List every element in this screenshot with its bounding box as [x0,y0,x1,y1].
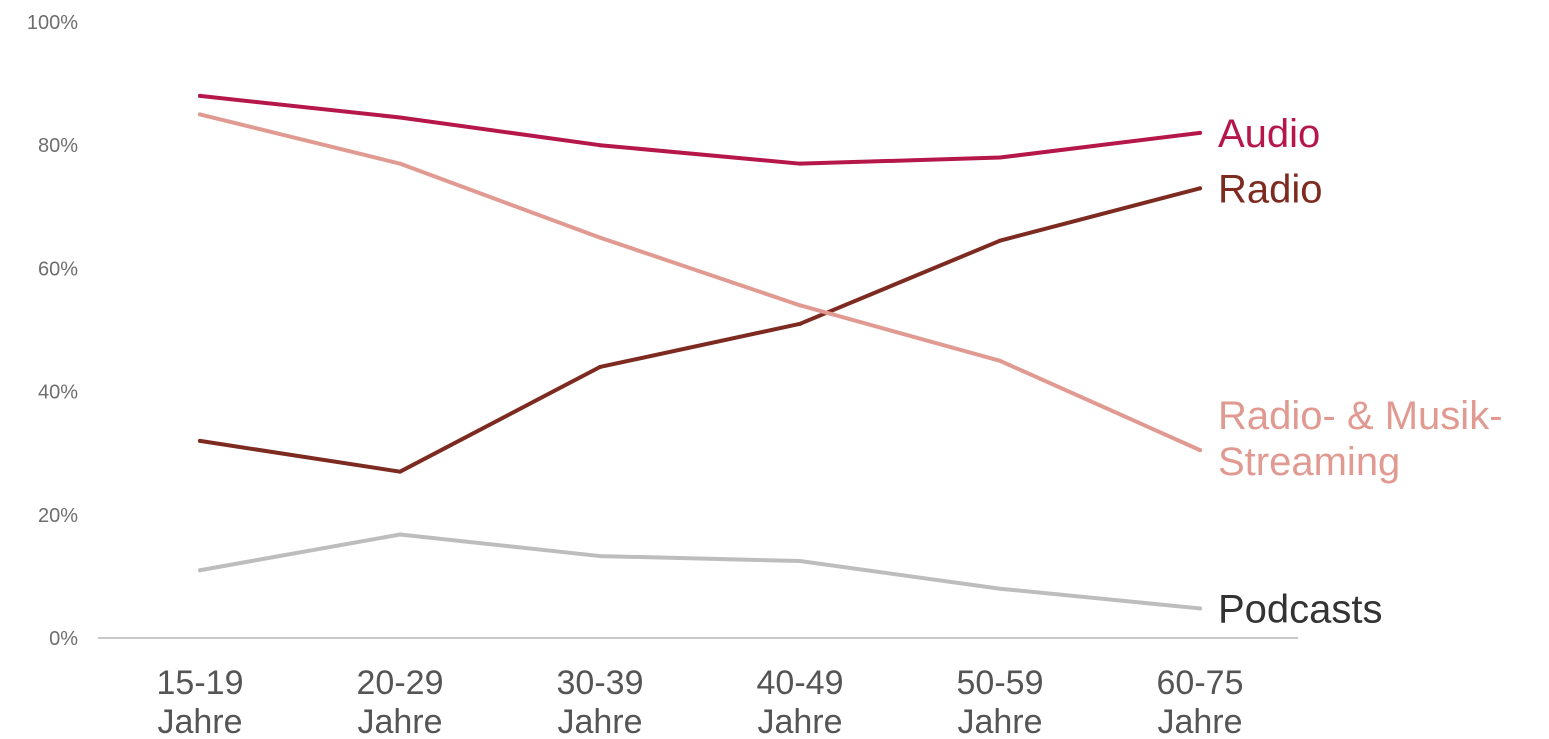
x-tick-label: 40-49 Jahre [757,664,844,739]
data-point [998,155,1002,160]
data-point [398,469,402,474]
data-point [198,568,202,573]
data-point [1198,448,1202,453]
data-point [798,321,802,326]
data-point [1198,130,1202,135]
series-label: Radio [1218,167,1323,211]
data-point [598,364,602,369]
data-point [998,358,1002,363]
data-point [198,438,202,443]
x-tick-label: 20-29 Jahre [357,664,444,739]
y-tick-label: 60% [38,258,78,280]
data-point [1198,606,1202,611]
x-tick-label: 50-59 Jahre [957,664,1044,739]
series-group [198,93,1202,611]
y-tick-label: 40% [38,382,78,404]
y-tick-label: 20% [38,505,78,527]
data-point [598,554,602,559]
data-point [798,559,802,563]
data-point [398,115,402,120]
series-line [198,112,1202,453]
x-tick-label: 60-75 Jahre [1157,664,1244,739]
series-line [198,93,1202,166]
x-tick-label: 15-19 Jahre [157,664,244,739]
series-labels: Audio Radio Radio- & Musik-Streaming Podcas… [1218,112,1503,632]
series-label: Audio [1218,112,1320,156]
data-point [598,143,602,148]
data-point [398,532,402,537]
data-point [1198,186,1202,191]
data-point [798,161,802,166]
x-axis: 15-19 Jahre 20-29 Jahre 30-39 Jahre 40-49 Jahre… [157,664,1244,739]
series-line [198,532,1202,611]
y-tick-label: 80% [38,135,78,157]
series-line [198,186,1202,474]
data-point [998,586,1002,591]
data-point [198,93,202,98]
y-tick-label: 0% [49,628,78,650]
y-axis: 0% 20% 40% 60% 80% 100% [27,12,78,650]
y-tick-label: 100% [27,12,78,34]
data-point [398,161,402,166]
series-label: Radio- & Musik-Streaming [1218,394,1503,484]
series-label: Podcasts [1218,587,1383,631]
data-point [198,112,202,117]
data-point [598,235,602,240]
x-tick-label: 30-39 Jahre [557,664,644,739]
data-point [998,238,1002,243]
data-point [798,303,802,308]
